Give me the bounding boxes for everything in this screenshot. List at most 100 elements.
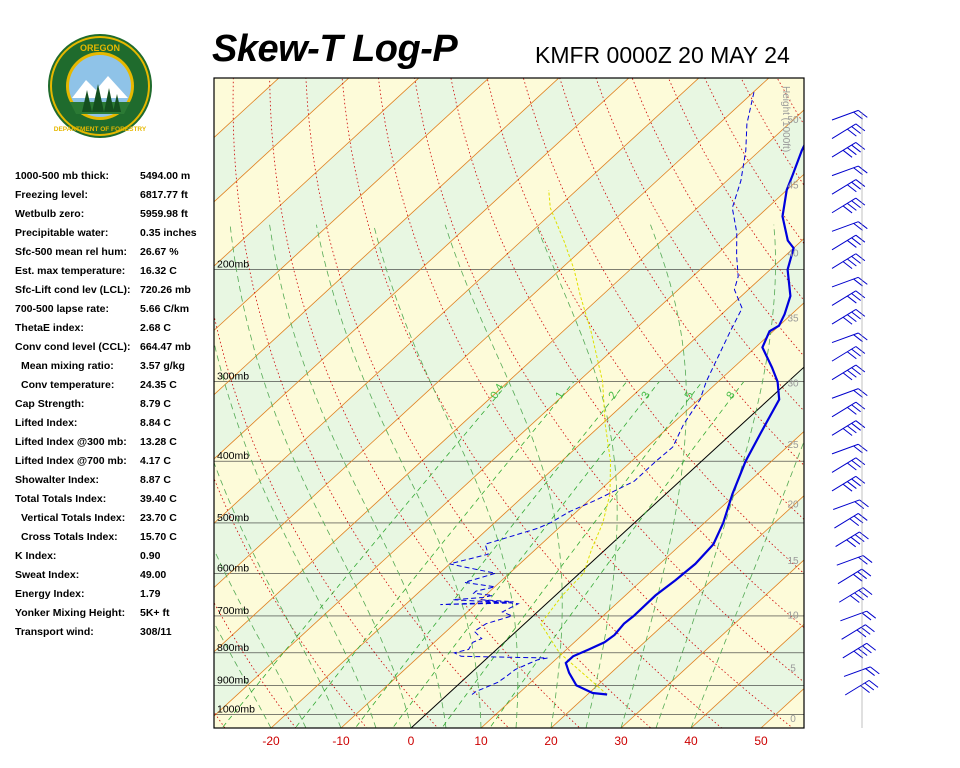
wind-barb-feather: [866, 610, 877, 619]
wind-barb-feather: [857, 165, 868, 174]
wind-barb-feather: [847, 258, 857, 267]
temperature-tick-label: 40: [684, 734, 698, 748]
pressure-label: 700mb: [217, 605, 249, 617]
dry-adiabat: [776, 78, 804, 126]
wind-barb-feather: [842, 205, 853, 214]
index-row: Cap Strength: 8.79 C: [15, 396, 215, 415]
stability-indices-panel: 1000-500 mb thick: 5494.00 m Freezing leve…: [15, 168, 215, 643]
pressure-label: 900mb: [217, 674, 249, 686]
wind-barb-feather: [857, 648, 868, 656]
wind-barb-feather: [851, 255, 861, 264]
index-label: Lifted Index @300 mb:: [15, 436, 127, 448]
index-value: 8.79 C: [140, 398, 171, 410]
wind-barb: [831, 165, 859, 177]
temperature-tick-label: -20: [262, 734, 280, 748]
wind-barb-feather: [862, 555, 873, 563]
station-time-label: KMFR 0000Z 20 MAY 24: [535, 42, 790, 68]
wind-barb: [831, 179, 857, 195]
index-row: Mean mixing ratio: 3.57 g/kg: [15, 358, 215, 377]
wind-barb: [831, 234, 857, 251]
index-value: 26.67 %: [140, 246, 179, 258]
temperature-tick-label: -10: [332, 734, 350, 748]
wind-barb-feather: [855, 420, 866, 429]
mixing-ratio-label: 3: [639, 390, 652, 401]
isotherm-line: [214, 78, 350, 203]
index-value: 49.00: [140, 569, 167, 581]
wind-barb-feather: [847, 462, 857, 471]
wind-barb-feather: [865, 668, 875, 676]
height-tick-label: 30: [787, 379, 799, 390]
plot-frame: [213, 77, 805, 729]
wind-barb-feather: [854, 534, 865, 542]
isotherm-line: [690, 623, 804, 728]
wind-barb-feather: [855, 197, 866, 206]
wind-barb: [844, 679, 870, 696]
wind-barb: [831, 221, 859, 232]
index-label: Cross Totals Index:: [21, 531, 118, 543]
index-label: Cap Strength:: [15, 398, 85, 410]
wind-barb: [831, 109, 859, 121]
wind-barb-feather: [847, 425, 857, 434]
height-axis-title: Height (1000ft): [780, 86, 791, 152]
wind-barb-feather: [853, 223, 863, 231]
height-tick-label: 0: [790, 714, 796, 725]
index-row: Vertical Totals Index: 23.70 C: [15, 510, 215, 529]
index-row: Precipitable water: 0.35 inches: [15, 225, 215, 244]
wind-barb-feather: [851, 348, 861, 357]
wind-barb-feather: [861, 612, 872, 621]
wind-barb: [831, 388, 859, 399]
wind-barb: [831, 308, 857, 325]
index-label: Showalter Index:: [15, 474, 100, 486]
moist-adiabat: [373, 224, 519, 728]
wind-barb-feather: [851, 293, 861, 301]
dewpoint-profile: [440, 91, 755, 695]
isotherm-line: [214, 78, 630, 460]
index-row: Energy Index: 1.79: [15, 586, 215, 605]
dry-adiabat: [922, 78, 960, 741]
wind-barb: [836, 555, 864, 566]
moist-adiabat: [269, 224, 447, 728]
wind-barb: [831, 276, 859, 288]
height-tick-label: 5: [790, 663, 796, 674]
wind-barb-feather: [842, 428, 853, 436]
temperature-tick-label: 50: [754, 734, 768, 748]
index-row: Transport wind: 308/11: [15, 624, 215, 643]
wind-barb-feather: [869, 666, 880, 675]
wind-barb-feather: [847, 295, 857, 304]
index-label: 1000-500 mb thick:: [15, 170, 109, 182]
temperature-tick-label: 20: [544, 734, 558, 748]
moist-adiabat: [655, 224, 776, 728]
index-row: Conv cond level (CCL): 664.47 mb: [15, 339, 215, 358]
index-label: Sfc-500 mean rel hum:: [15, 246, 128, 258]
wind-barb-feather: [851, 460, 861, 468]
wind-barb-feather: [855, 234, 866, 243]
wind-barb-feather: [849, 518, 860, 527]
wind-barb: [831, 346, 857, 362]
wind-barb-feather: [847, 147, 857, 156]
wind-barb-feather: [850, 536, 861, 545]
index-value: 2.68 C: [140, 322, 171, 334]
index-value: 8.87 C: [140, 474, 171, 486]
dry-adiabat: [450, 78, 804, 629]
wind-barb-feather: [853, 389, 863, 398]
wind-barb-feather: [857, 513, 868, 521]
index-value: 23.70 C: [140, 512, 177, 524]
isotherm-line: [214, 78, 770, 589]
pressure-label: 500mb: [217, 512, 249, 524]
wind-barb: [831, 401, 857, 418]
wind-barb-feather: [857, 388, 868, 397]
wind-barb: [831, 443, 859, 455]
index-label: Total Totals Index:: [15, 493, 107, 505]
wind-barb-feather: [851, 237, 861, 246]
dry-adiabat: [814, 78, 960, 741]
wind-barb-feather: [851, 200, 861, 209]
index-row: 700-500 lapse rate: 5.66 C/km: [15, 301, 215, 320]
wind-barb-feather: [857, 332, 868, 341]
isotherm-line: [620, 559, 804, 728]
wind-barb: [831, 364, 857, 381]
wind-barb-feather: [847, 406, 857, 415]
wind-barb-feather: [847, 481, 857, 489]
wind-barb-feather: [859, 531, 869, 540]
index-label: Precipitable water:: [15, 227, 109, 239]
height-tick-label: 25: [787, 440, 799, 451]
